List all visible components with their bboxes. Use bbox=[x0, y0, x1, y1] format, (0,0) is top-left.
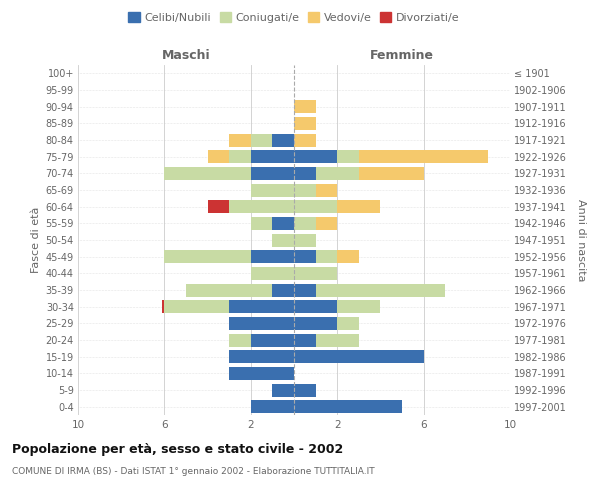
Bar bbox=[337, 317, 359, 330]
Bar bbox=[164, 250, 251, 263]
Bar bbox=[337, 300, 380, 313]
Bar bbox=[251, 217, 272, 230]
Bar bbox=[229, 317, 294, 330]
Text: COMUNE DI IRMA (BS) - Dati ISTAT 1° gennaio 2002 - Elaborazione TUTTITALIA.IT: COMUNE DI IRMA (BS) - Dati ISTAT 1° genn… bbox=[12, 468, 374, 476]
Bar bbox=[337, 250, 359, 263]
Bar bbox=[229, 300, 294, 313]
Bar bbox=[294, 350, 424, 363]
Bar bbox=[229, 200, 294, 213]
Bar bbox=[164, 167, 251, 180]
Bar bbox=[359, 167, 424, 180]
Bar bbox=[251, 134, 272, 146]
Bar bbox=[316, 184, 337, 196]
Bar bbox=[294, 117, 316, 130]
Bar bbox=[359, 150, 488, 163]
Bar bbox=[337, 200, 380, 213]
Bar bbox=[316, 167, 359, 180]
Bar bbox=[251, 250, 294, 263]
Text: Popolazione per età, sesso e stato civile - 2002: Popolazione per età, sesso e stato civil… bbox=[12, 442, 343, 456]
Bar bbox=[294, 167, 316, 180]
Bar bbox=[208, 150, 229, 163]
Bar bbox=[294, 184, 316, 196]
Bar bbox=[294, 250, 316, 263]
Bar bbox=[316, 250, 337, 263]
Bar bbox=[294, 317, 337, 330]
Bar bbox=[294, 150, 337, 163]
Bar bbox=[272, 384, 294, 396]
Bar bbox=[294, 100, 316, 113]
Bar bbox=[251, 167, 294, 180]
Bar bbox=[294, 200, 337, 213]
Bar bbox=[186, 284, 272, 296]
Bar bbox=[316, 334, 359, 346]
Bar bbox=[272, 234, 294, 246]
Bar bbox=[229, 350, 294, 363]
Bar bbox=[294, 384, 316, 396]
Bar bbox=[208, 200, 229, 213]
Text: Maschi: Maschi bbox=[161, 48, 211, 62]
Bar bbox=[294, 400, 402, 413]
Bar bbox=[272, 284, 294, 296]
Bar bbox=[294, 300, 337, 313]
Bar bbox=[251, 267, 294, 280]
Bar bbox=[337, 150, 359, 163]
Bar bbox=[229, 334, 251, 346]
Text: Femmine: Femmine bbox=[370, 48, 434, 62]
Bar bbox=[229, 150, 251, 163]
Y-axis label: Anni di nascita: Anni di nascita bbox=[577, 198, 586, 281]
Bar bbox=[251, 150, 294, 163]
Bar bbox=[294, 334, 316, 346]
Bar bbox=[294, 234, 316, 246]
Bar bbox=[316, 217, 337, 230]
Bar bbox=[294, 134, 316, 146]
Bar bbox=[251, 400, 294, 413]
Bar bbox=[229, 134, 251, 146]
Bar bbox=[251, 184, 294, 196]
Bar bbox=[164, 300, 229, 313]
Bar bbox=[316, 284, 445, 296]
Bar bbox=[162, 300, 164, 313]
Bar bbox=[294, 267, 337, 280]
Bar bbox=[272, 134, 294, 146]
Legend: Celibi/Nubili, Coniugati/e, Vedovi/e, Divorziati/e: Celibi/Nubili, Coniugati/e, Vedovi/e, Di… bbox=[124, 8, 464, 27]
Bar bbox=[294, 217, 316, 230]
Bar bbox=[229, 367, 294, 380]
Bar bbox=[272, 217, 294, 230]
Y-axis label: Fasce di età: Fasce di età bbox=[31, 207, 41, 273]
Bar bbox=[251, 334, 294, 346]
Bar bbox=[294, 284, 316, 296]
